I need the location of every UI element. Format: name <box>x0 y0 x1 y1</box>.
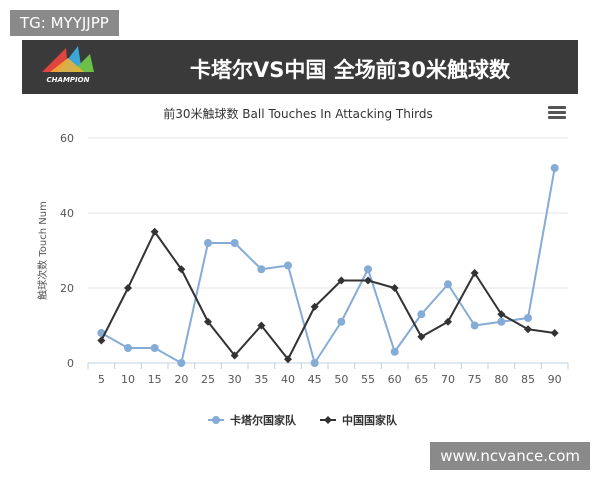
data-point[interactable] <box>177 265 186 274</box>
champion-logo: CHAMPION <box>38 44 98 90</box>
data-point[interactable] <box>364 265 372 274</box>
legend-label: 中国国家队 <box>342 413 398 427</box>
data-point[interactable] <box>470 269 479 277</box>
x-tick-label: 80 <box>494 373 508 386</box>
data-point[interactable] <box>257 321 266 330</box>
legend-item-2[interactable]: 中国国家队 <box>320 413 398 427</box>
data-point[interactable] <box>550 164 559 172</box>
data-point[interactable] <box>417 332 426 341</box>
x-tick-label: 10 <box>121 373 135 386</box>
data-point[interactable] <box>390 284 399 292</box>
x-tick-label: 25 <box>201 373 215 386</box>
x-tick-label: 85 <box>521 373 535 386</box>
data-point[interactable] <box>310 302 319 311</box>
series-line-2 <box>100 230 555 361</box>
data-point[interactable] <box>204 317 212 326</box>
chart-title: 前30米触球数 Ball Touches In Attacking Thirds <box>163 106 433 121</box>
legend-label: 卡塔尔国家队 <box>230 413 297 427</box>
data-point[interactable] <box>124 284 132 292</box>
x-tick-label: 35 <box>254 373 268 386</box>
data-point[interactable] <box>230 239 239 247</box>
data-point[interactable] <box>257 265 266 274</box>
data-point[interactable] <box>337 276 346 285</box>
x-tick-label: 55 <box>361 373 375 386</box>
title-banner: CHAMPION 卡塔尔VS中国 全场前30米触球数 <box>22 40 578 94</box>
y-axis-label: 触球次数 Touch Num <box>36 201 49 300</box>
series-line-1 <box>100 167 556 364</box>
x-tick-label: 20 <box>174 373 188 386</box>
y-tick-label: 0 <box>67 357 74 370</box>
data-point[interactable] <box>497 317 506 326</box>
data-point[interactable] <box>524 325 532 334</box>
data-point[interactable] <box>444 280 452 289</box>
x-tick-label: 45 <box>308 373 322 386</box>
x-tick-label: 50 <box>334 373 348 386</box>
data-point[interactable] <box>124 344 132 352</box>
data-point[interactable] <box>230 351 239 360</box>
logo-text: CHAMPION <box>46 76 90 84</box>
data-point[interactable] <box>497 310 506 319</box>
data-point[interactable] <box>310 359 319 367</box>
channel-tag: TG: MYYJJPP <box>10 10 119 36</box>
legend-marker <box>212 416 220 424</box>
watermark: www.ncvance.com <box>430 442 590 470</box>
data-point[interactable] <box>364 276 372 285</box>
data-point[interactable] <box>337 317 346 326</box>
y-tick-label: 20 <box>60 282 74 295</box>
data-point[interactable] <box>204 239 212 247</box>
data-point[interactable] <box>470 321 479 330</box>
y-tick-label: 40 <box>60 207 74 220</box>
logo-graphic <box>42 46 94 72</box>
data-point[interactable] <box>550 329 559 337</box>
x-tick-label: 40 <box>281 373 295 386</box>
data-point[interactable] <box>444 317 452 326</box>
x-tick-label: 15 <box>148 373 162 386</box>
legend-marker <box>324 416 332 424</box>
legend-item-1[interactable]: 卡塔尔国家队 <box>208 413 297 427</box>
x-tick-label: 65 <box>414 373 428 386</box>
data-point[interactable] <box>390 347 399 356</box>
data-point[interactable] <box>284 261 292 270</box>
x-tick-label: 5 <box>98 373 105 386</box>
data-point[interactable] <box>524 314 532 322</box>
chart-container: 前30米触球数 Ball Touches In Attacking Thirds… <box>22 94 578 440</box>
x-tick-label: 30 <box>228 373 242 386</box>
y-tick-label: 60 <box>60 132 74 145</box>
data-point[interactable] <box>284 355 292 364</box>
x-tick-label: 60 <box>388 373 402 386</box>
x-tick-label: 90 <box>548 373 562 386</box>
data-point[interactable] <box>150 344 159 352</box>
banner-title: 卡塔尔VS中国 全场前30米触球数 <box>190 58 510 82</box>
line-chart: 前30米触球数 Ball Touches In Attacking Thirds… <box>36 106 569 427</box>
data-point[interactable] <box>417 310 426 319</box>
chart-menu-icon[interactable] <box>548 106 566 120</box>
x-tick-label: 75 <box>468 373 482 386</box>
data-point[interactable] <box>177 359 186 367</box>
data-point[interactable] <box>150 227 159 236</box>
data-point[interactable] <box>97 336 106 345</box>
x-tick-label: 70 <box>441 373 455 386</box>
